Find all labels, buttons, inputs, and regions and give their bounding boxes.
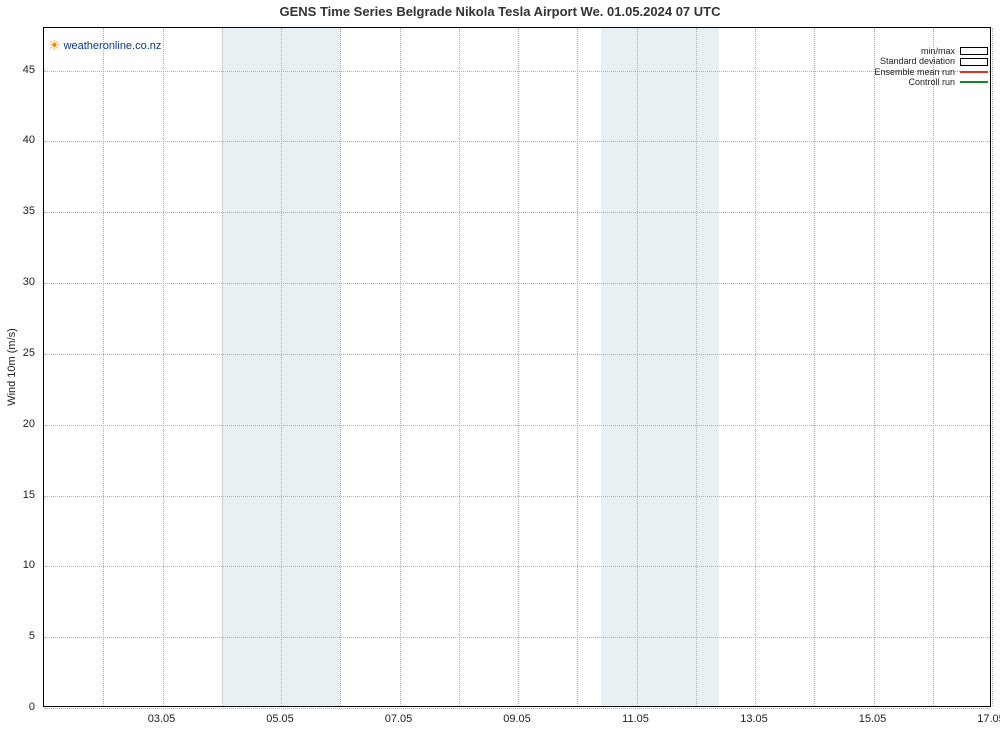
y-tick-label: 35 [2,205,35,217]
gridline-x [518,28,519,706]
plot-area [43,27,991,707]
y-tick-label: 0 [2,701,35,713]
legend-item: Standard deviation [880,56,988,66]
gridline-x [933,28,934,706]
y-tick-label: 15 [2,489,35,501]
x-tick-label: 05.05 [266,713,294,725]
y-tick-label: 45 [2,64,35,76]
legend-item: Controll run [908,77,988,87]
gridline-y [44,708,990,709]
gridline-x [340,28,341,706]
y-axis-label: Wind 10m (m/s) [6,328,18,406]
gridline-x [637,28,638,706]
gridline-y [44,425,990,426]
legend-label: Standard deviation [880,56,955,66]
y-tick-label: 25 [2,347,35,359]
chart-container: GENS Time Series Belgrade Nikola Tesla A… [0,0,1000,733]
gridline-x [103,28,104,706]
gridline-x [281,28,282,706]
gridline-y [44,141,990,142]
gridline-y [44,283,990,284]
gridline-x [163,28,164,706]
legend-item: min/max [921,46,988,56]
x-tick-label: 11.05 [622,713,649,725]
y-tick-label: 40 [2,134,35,146]
gridline-y [44,71,990,72]
gridline-x [696,28,697,706]
gridline-y [44,354,990,355]
sun-icon: ☀ [48,37,61,54]
legend-label: min/max [921,46,955,56]
weekend-shade [601,28,720,706]
y-tick-label: 5 [2,630,35,642]
gridline-y [44,496,990,497]
watermark-text: weatheronline.co.nz [64,40,162,52]
x-tick-label: 15.05 [859,713,887,725]
gridline-y [44,566,990,567]
gridline-y [44,212,990,213]
x-tick-label: 09.05 [503,713,531,725]
legend-label: Ensemble mean run [874,67,955,77]
x-tick-label: 07.05 [385,713,413,725]
x-tick-label: 03.05 [148,713,176,725]
legend-item: Ensemble mean run [874,67,988,77]
watermark: ☀ weatheronline.co.nz [48,37,161,54]
legend-label: Controll run [908,77,955,87]
gridline-x [814,28,815,706]
gridline-x [755,28,756,706]
gridline-x [222,28,223,706]
gridline-y [44,637,990,638]
gridline-x [874,28,875,706]
gridline-x [577,28,578,706]
x-tick-label: 13.05 [740,713,768,725]
gridline-x [992,28,993,706]
chart-title: GENS Time Series Belgrade Nikola Tesla A… [0,4,1000,19]
y-tick-label: 30 [2,276,35,288]
gridline-x [400,28,401,706]
x-tick-label: 17.05 [977,713,1000,725]
gridline-x [459,28,460,706]
legend: min/maxStandard deviationEnsemble mean r… [874,46,988,87]
y-tick-label: 20 [2,418,35,430]
y-tick-label: 10 [2,559,35,571]
